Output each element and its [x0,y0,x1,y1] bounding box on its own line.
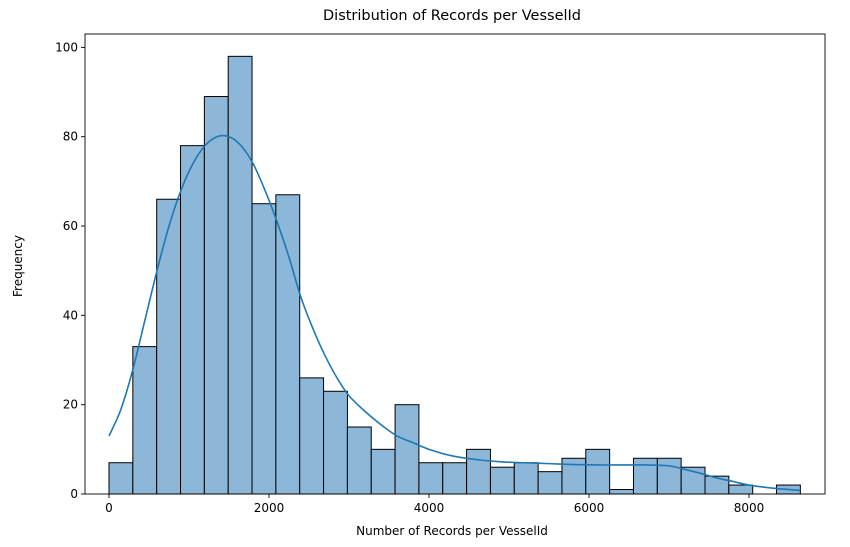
histogram-bar-17 [513,462,539,495]
histogram-bar-0 [108,462,134,495]
histogram-bar-11 [370,448,396,495]
histogram-bar-25 [704,475,730,495]
y-axis-label: Frequency [11,235,25,297]
histogram-bar-6 [251,203,277,495]
histogram-bar-5 [227,55,253,495]
x-tick-label-2: 4000 [414,501,445,515]
histogram-bar-2 [156,198,182,495]
y-tick-label-5: 100 [55,40,78,54]
histogram-bar-12 [394,404,420,495]
histogram-bar-7 [275,194,301,495]
histogram-bar-3 [180,145,205,495]
histogram-bar-4 [203,96,229,495]
x-tick-label-3: 6000 [574,501,605,515]
histogram-bar-1 [132,346,158,495]
y-tick-label-4: 80 [63,130,78,144]
histogram-bar-8 [299,377,325,495]
histogram-bar-13 [418,462,444,495]
x-tick-label-4: 8000 [734,501,765,515]
histogram-bar-9 [323,390,348,495]
y-tick-label-0: 0 [70,487,78,501]
histogram-bar-23 [656,457,682,495]
y-tick-label-1: 20 [63,398,78,412]
kde-curve [108,134,801,492]
y-tick-label-3: 60 [63,219,78,233]
histogram-bar-21 [609,489,634,495]
x-tick-label-0: 0 [105,501,113,515]
histogram-bar-15 [466,448,491,495]
plot-frame [84,33,826,495]
histogram-bar-14 [442,462,468,495]
histogram-bar-22 [632,457,658,495]
histogram-bar-10 [346,426,372,495]
histogram-bar-18 [537,471,563,495]
y-tick-label-2: 40 [63,308,78,322]
x-tick-label-1: 2000 [254,501,285,515]
histogram-bar-20 [585,448,611,495]
histogram-bar-16 [489,466,515,495]
x-axis-label: Number of Records per VesselId [356,524,548,538]
chart-title: Distribution of Records per VesselId [323,8,581,24]
histogram-bar-26 [728,484,754,495]
